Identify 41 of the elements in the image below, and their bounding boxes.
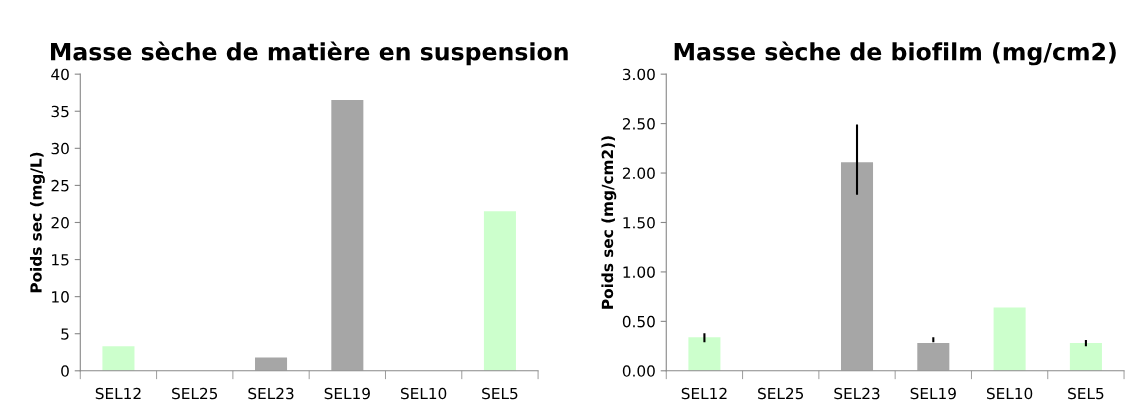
y-axis-title: Poids sec (mg/cm2)) bbox=[601, 136, 617, 309]
chart-title: Masse sèche de biofilm (mg/cm2) bbox=[674, 41, 1116, 66]
x-tick-label: SEL19 bbox=[910, 387, 956, 400]
bar bbox=[993, 307, 1026, 371]
y-tick-label: 2.00 bbox=[622, 167, 655, 180]
x-tick-label: SEL23 bbox=[834, 387, 880, 400]
bar bbox=[483, 211, 516, 371]
x-tick-label: SEL12 bbox=[681, 387, 727, 400]
x-tick-label: SEL12 bbox=[95, 387, 141, 400]
y-tick-label: 10 bbox=[52, 291, 69, 303]
y-tick-label: 25 bbox=[51, 179, 69, 192]
y-tick-label: 30 bbox=[51, 142, 69, 155]
bar bbox=[102, 346, 135, 371]
y-axis-title: Poids sec (mg/L) bbox=[29, 152, 45, 293]
y-tick-label: 1.00 bbox=[623, 266, 655, 278]
x-tick-label: SEL5 bbox=[1068, 387, 1104, 400]
y-tick-label: 35 bbox=[51, 105, 69, 118]
bar bbox=[1069, 343, 1102, 371]
x-tick-label: SEL10 bbox=[986, 387, 1033, 400]
y-tick-label: 40 bbox=[51, 68, 69, 81]
bar bbox=[688, 337, 721, 371]
y-tick-label: 5 bbox=[61, 328, 69, 340]
y-tick-label: 0.00 bbox=[622, 365, 655, 377]
x-tick-label: SEL23 bbox=[248, 387, 294, 400]
x-tick-label: SEL25 bbox=[758, 387, 804, 400]
y-tick-label: 15 bbox=[52, 254, 69, 266]
bar bbox=[917, 343, 950, 371]
y-tick-label: 3.00 bbox=[623, 68, 655, 81]
bar bbox=[331, 100, 364, 371]
x-tick-label: SEL19 bbox=[324, 387, 370, 400]
y-tick-label: 2.50 bbox=[622, 118, 655, 130]
chart-title: Masse sèche de matière en suspension bbox=[51, 41, 568, 66]
x-tick-label: SEL25 bbox=[172, 387, 218, 400]
bar bbox=[840, 162, 874, 371]
y-tick-label: 1.50 bbox=[623, 216, 655, 229]
x-tick-label: SEL5 bbox=[482, 387, 518, 400]
y-tick-label: 0 bbox=[61, 365, 69, 377]
bar bbox=[255, 357, 288, 371]
x-tick-label: SEL10 bbox=[400, 387, 447, 400]
y-tick-label: 20 bbox=[51, 216, 69, 229]
y-tick-label: 0.50 bbox=[622, 315, 655, 328]
